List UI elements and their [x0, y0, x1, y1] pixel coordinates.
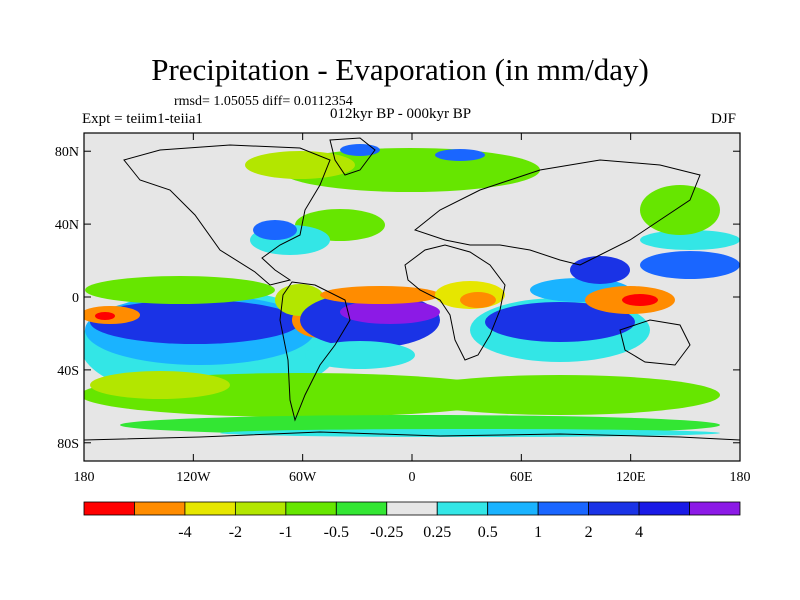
- colorbar-swatch-12: [689, 501, 741, 516]
- lon-tick-label-4: 60E: [510, 470, 533, 485]
- coastline-south-america: [279, 281, 351, 422]
- map-ticks: [83, 133, 741, 461]
- field-arctic-blue-2: [340, 144, 380, 156]
- colorbar-label-2: -1: [279, 524, 292, 541]
- coastlines: [83, 137, 741, 441]
- colorbar-swatch-5: [335, 501, 388, 516]
- field-south-yellowgreen: [90, 371, 230, 399]
- field-africa-orange: [460, 292, 496, 308]
- coastline-antarctica: [83, 431, 741, 441]
- colorbar-labels: -4 -2 -1 -0.5 -0.25 0.25 0.5 1 2 4: [178, 524, 643, 541]
- colorbar-swatch-6: [386, 501, 438, 516]
- colorbar-label-0: -4: [178, 524, 191, 541]
- field-wpacific-cyan: [640, 230, 740, 250]
- colorbar-swatch-4: [285, 501, 337, 516]
- lat-tick-label-0: 80N: [55, 145, 79, 160]
- anomaly-field: [84, 144, 740, 437]
- colorbar-label-7: 1: [534, 524, 542, 541]
- field-pacific-south-blue: [90, 300, 300, 344]
- field-atlantic-orange: [320, 286, 440, 304]
- lon-tick-label-6: 180: [730, 470, 751, 485]
- field-wpacific-blue: [640, 251, 740, 279]
- colorbar-swatch-8: [487, 501, 539, 516]
- field-atlantic-cyan: [305, 341, 415, 369]
- field-pacific-red: [95, 312, 115, 320]
- colorbar-swatch-9: [537, 501, 590, 516]
- colorbar-label-4: -0.25: [370, 524, 403, 541]
- colorbar-label-1: -2: [229, 524, 242, 541]
- lat-tick-label-3: 40S: [57, 364, 79, 379]
- colorbar-swatch-0: [83, 501, 135, 516]
- colorbar-label-5: 0.25: [423, 524, 451, 541]
- lon-tick-label-1: 120W: [176, 470, 211, 485]
- field-nw-pacific-green: [640, 185, 720, 235]
- lon-tick-label-3: 0: [409, 470, 416, 485]
- period-label: 012kyr BP - 000kyr BP: [330, 106, 472, 122]
- colorbar-swatch-1: [134, 501, 186, 516]
- colorbar-label-8: 2: [585, 524, 593, 541]
- colorbar-label-6: 0.5: [478, 524, 498, 541]
- lat-tick-label-1: 40N: [55, 218, 79, 233]
- field-arctic-blue: [435, 149, 485, 161]
- colorbar: [83, 501, 741, 516]
- experiment-label: Expt = teiim1-teiia1: [82, 111, 203, 127]
- lon-tick-label-0: 180: [74, 470, 95, 485]
- coastline-greenland: [329, 137, 376, 176]
- field-arctic-lightgreen: [245, 151, 355, 179]
- field-indian-blue: [485, 302, 635, 342]
- lat-tick-label-4: 80S: [57, 437, 79, 452]
- lon-tick-label-2: 60W: [289, 470, 317, 485]
- field-nam-blue: [253, 220, 297, 240]
- colorbar-label-3: -0.5: [324, 524, 349, 541]
- colorbar-swatch-2: [184, 501, 236, 516]
- colorbar-label-9: 4: [635, 524, 643, 541]
- lat-tick-label-2: 0: [72, 291, 79, 306]
- field-maritime-red: [622, 294, 658, 306]
- lon-tick-label-5: 120E: [616, 470, 646, 485]
- map-tick-labels: 80N 40N 0 40S 80S 180 120W 60W 0 60E 120E 180: [55, 145, 751, 485]
- colorbar-swatch-11: [638, 501, 690, 516]
- coastline-eurasia: [413, 159, 701, 266]
- coastline-australia: [619, 319, 691, 366]
- chart-title: Precipitation - Evaporation (in mm/day): [151, 52, 649, 87]
- colorbar-swatch-7: [436, 501, 489, 516]
- coastline-africa-eurasia: [404, 244, 506, 361]
- field-south-green-band-2: [400, 375, 720, 415]
- field-maritime-blue: [570, 256, 630, 284]
- coastline-north-america: [123, 144, 331, 286]
- stats-text: rmsd= 1.05055 diff= 0.0112354: [174, 94, 353, 109]
- colorbar-swatch-3: [234, 501, 287, 516]
- colorbar-swatch-10: [588, 501, 640, 516]
- season-label: DJF: [711, 111, 737, 127]
- field-atlantic-purple: [340, 300, 440, 324]
- map-field: [84, 133, 740, 461]
- field-pacific-green-north: [85, 276, 275, 304]
